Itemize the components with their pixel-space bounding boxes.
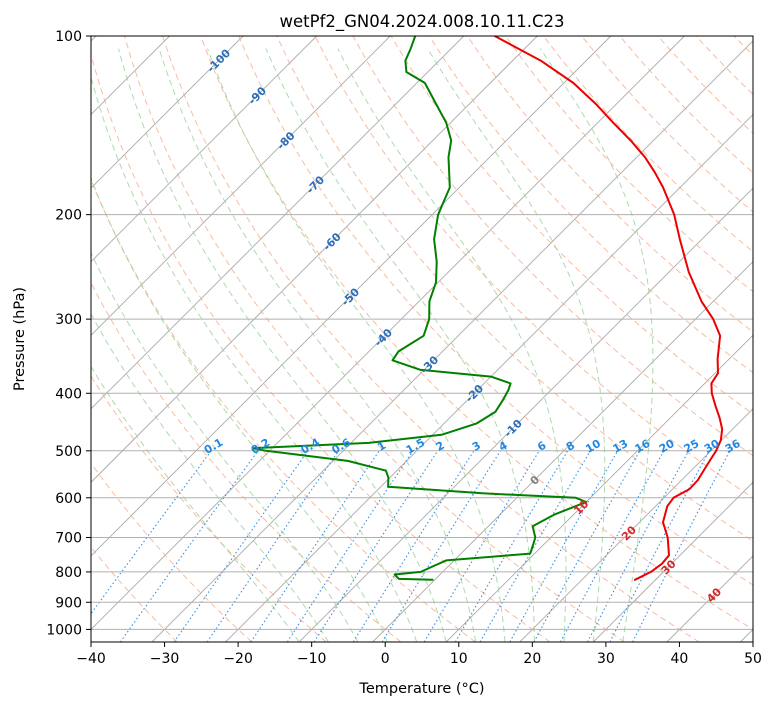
x-axis: −40 −30 −20 −10 0 10 20 30 40 50 bbox=[76, 642, 762, 667]
y-axis-title: Pressure (hPa) bbox=[12, 287, 28, 391]
x-tick-label: 40 bbox=[671, 651, 689, 667]
dry-adiabat-line bbox=[91, 462, 253, 642]
mixing-ratio-line bbox=[119, 450, 259, 642]
chart-title: wetPf2_GN04.2024.008.10.11.C23 bbox=[280, 12, 565, 32]
mixing-ratio-line bbox=[587, 450, 690, 642]
mixing-ratio-line bbox=[286, 450, 414, 642]
dry-adiabat-line bbox=[200, 36, 753, 630]
isotherm-line bbox=[91, 36, 244, 189]
mixing-ratio-line bbox=[173, 450, 309, 642]
mixing-ratio-line bbox=[313, 450, 439, 642]
mixing-ratio-line bbox=[352, 450, 475, 642]
dry-adiabat-line bbox=[162, 36, 700, 642]
dewpoint-profile-line bbox=[252, 36, 588, 581]
moist-adiabat-line bbox=[118, 48, 447, 642]
isotherm-line bbox=[225, 113, 753, 642]
isotherm-line bbox=[91, 36, 465, 410]
moist-adiabat-line bbox=[427, 48, 606, 642]
isotherm-line bbox=[91, 36, 391, 336]
x-tick-label: 20 bbox=[523, 651, 541, 667]
y-tick-label: 100 bbox=[55, 29, 82, 45]
moist-adiabat-line bbox=[158, 48, 477, 642]
y-tick-label: 600 bbox=[55, 491, 82, 507]
x-tick-label: 30 bbox=[597, 651, 615, 667]
x-tick-label: −30 bbox=[150, 651, 180, 667]
y-axis: 100 200 300 400 500 600 700 800 900 1000 bbox=[46, 29, 91, 638]
mixing-ratio-line bbox=[560, 450, 665, 642]
x-tick-label: 50 bbox=[744, 651, 762, 667]
mixing-ratio-line bbox=[533, 450, 641, 642]
dry-adiabat-line bbox=[314, 36, 753, 499]
x-tick-label: 10 bbox=[450, 651, 468, 667]
isotherm-line bbox=[91, 36, 317, 263]
x-tick-label: −20 bbox=[223, 651, 253, 667]
moist-adiabat-line bbox=[91, 251, 359, 642]
dry-adiabat-line bbox=[91, 375, 327, 642]
isotherm-line bbox=[91, 36, 538, 483]
mixing-ratio-line bbox=[206, 450, 340, 642]
x-tick-label: −40 bbox=[76, 651, 106, 667]
plot-area-background bbox=[91, 36, 753, 642]
dry-adiabat-line bbox=[238, 36, 753, 586]
y-tick-label: 900 bbox=[55, 595, 82, 611]
isotherm-line bbox=[519, 408, 753, 642]
isotherm-line bbox=[445, 334, 753, 642]
isotherm-line bbox=[372, 261, 753, 642]
isotherm-line bbox=[91, 36, 612, 557]
mixing-ratio-line bbox=[509, 450, 619, 642]
y-tick-label: 200 bbox=[55, 208, 82, 224]
y-tick-label: 300 bbox=[55, 312, 82, 328]
y-tick-label: 500 bbox=[55, 444, 82, 460]
moist-adiabat-line bbox=[265, 48, 535, 642]
sounding-profiles bbox=[252, 36, 724, 581]
moist-adiabat-line bbox=[91, 312, 329, 642]
plot-frame bbox=[90, 35, 754, 643]
isotherm-line bbox=[91, 36, 685, 631]
isotherm-line bbox=[151, 40, 753, 642]
moist-adiabat-line bbox=[91, 176, 388, 642]
mixing-ratio-line bbox=[91, 450, 212, 615]
mixing-ratio-line bbox=[250, 450, 380, 642]
x-tick-label: −10 bbox=[297, 651, 327, 667]
moist-adiabat-line bbox=[540, 48, 654, 642]
background-lines bbox=[91, 36, 753, 642]
temperature-profile-line bbox=[493, 36, 724, 581]
moist-adiabat-line bbox=[207, 48, 506, 642]
moist-adiabat-line bbox=[337, 48, 567, 642]
y-tick-label: 1000 bbox=[46, 622, 82, 638]
y-tick-label: 400 bbox=[55, 386, 82, 402]
dry-adiabat-line bbox=[91, 52, 551, 642]
dry-adiabat-line bbox=[276, 36, 753, 542]
x-axis-title: Temperature (°C) bbox=[358, 681, 484, 697]
isotherm-line bbox=[592, 481, 753, 642]
moist-adiabat-line bbox=[91, 75, 418, 642]
x-tick-label: 0 bbox=[381, 651, 390, 667]
y-tick-label: 800 bbox=[55, 565, 82, 581]
y-tick-label: 700 bbox=[55, 531, 82, 547]
